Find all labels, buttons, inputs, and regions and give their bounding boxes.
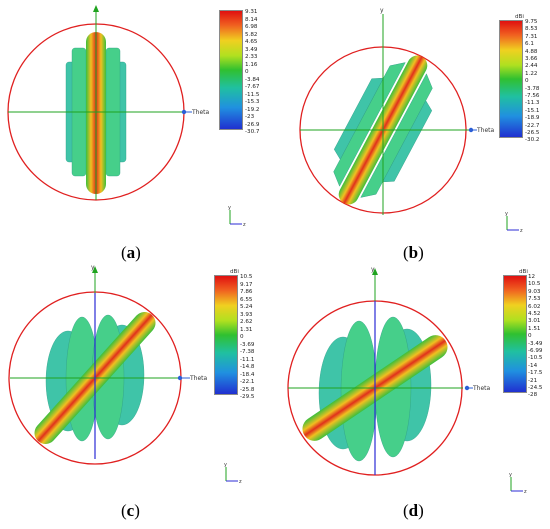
svg-text:z: z [239, 479, 242, 485]
theta-label: Theta [472, 385, 491, 392]
y-axis-arrow [372, 268, 378, 275]
svg-text:y: y [224, 462, 227, 468]
colorbar-ticks-b: 9.75 8.53 7.31 6.1 4.88 3.66 2.44 1.22 0… [525, 19, 540, 144]
colorbar-ticks-c: 10.5 9.17 7.86 6.55 5.24 3.93 2.62 1.31 … [240, 274, 255, 400]
svg-text:y: y [505, 211, 508, 217]
colorbar-d [503, 275, 527, 393]
side-lobes [333, 62, 433, 198]
y-axis-label: y [371, 266, 375, 273]
colorbar-c [214, 275, 238, 395]
axis-triad-a: y z [228, 205, 246, 228]
panel-b: y Theta dBi 9.75 8.53 7.31 6.1 4.88 3.66… [275, 0, 550, 270]
svg-text:z: z [520, 228, 523, 234]
theta-label: Theta [191, 109, 210, 116]
colorbar-ticks-d: 12 10.5 9.03 7.53 6.02 4.52 3.01 1.51 0 … [528, 274, 543, 399]
unit-label-c: dBi [230, 269, 239, 275]
colorbar-b [499, 20, 523, 138]
radiation-pattern-a: Theta [7, 5, 210, 201]
svg-text:y: y [228, 205, 231, 211]
panel-d: y Theta dBi 12 10.5 9.03 7.53 6.02 4.52 … [275, 263, 550, 529]
colorbar-ticks-a: 9.31 8.14 6.98 5.82 4.65 3.49 2.33 1.16 … [245, 9, 260, 135]
colorbar-a [219, 10, 243, 130]
unit-label-b: dBi [515, 14, 524, 20]
svg-text:z: z [524, 489, 527, 495]
caption-d: (d) [403, 501, 424, 520]
theta-label: Theta [476, 127, 495, 134]
svg-text:y: y [509, 472, 512, 478]
panel-a: Theta 9.31 8.14 6.98 5.82 4.65 3.49 2.33… [0, 0, 275, 270]
radiation-pattern-c: y Theta [8, 264, 208, 465]
panel-c: y Theta dBi 10.5 9.17 7.86 6.55 5.24 3.9… [0, 263, 275, 529]
y-axis-label: y [380, 7, 384, 14]
theta-label: Theta [189, 375, 208, 382]
radiation-pattern-b: y Theta [299, 7, 495, 215]
unit-label-d: dBi [519, 269, 528, 275]
svg-text:z: z [243, 222, 246, 228]
axis-triad-d: y z [509, 472, 527, 495]
y-axis-arrow [92, 266, 98, 273]
y-axis-arrow [93, 5, 99, 12]
axis-triad-c: y z [224, 462, 242, 485]
y-axis-label: y [91, 264, 95, 271]
radiation-pattern-d: y Theta [287, 266, 491, 476]
axis-triad-b: y z [505, 211, 523, 234]
caption-a: (a) [121, 243, 141, 262]
caption-c: (c) [121, 501, 140, 520]
caption-b: (b) [403, 243, 424, 262]
